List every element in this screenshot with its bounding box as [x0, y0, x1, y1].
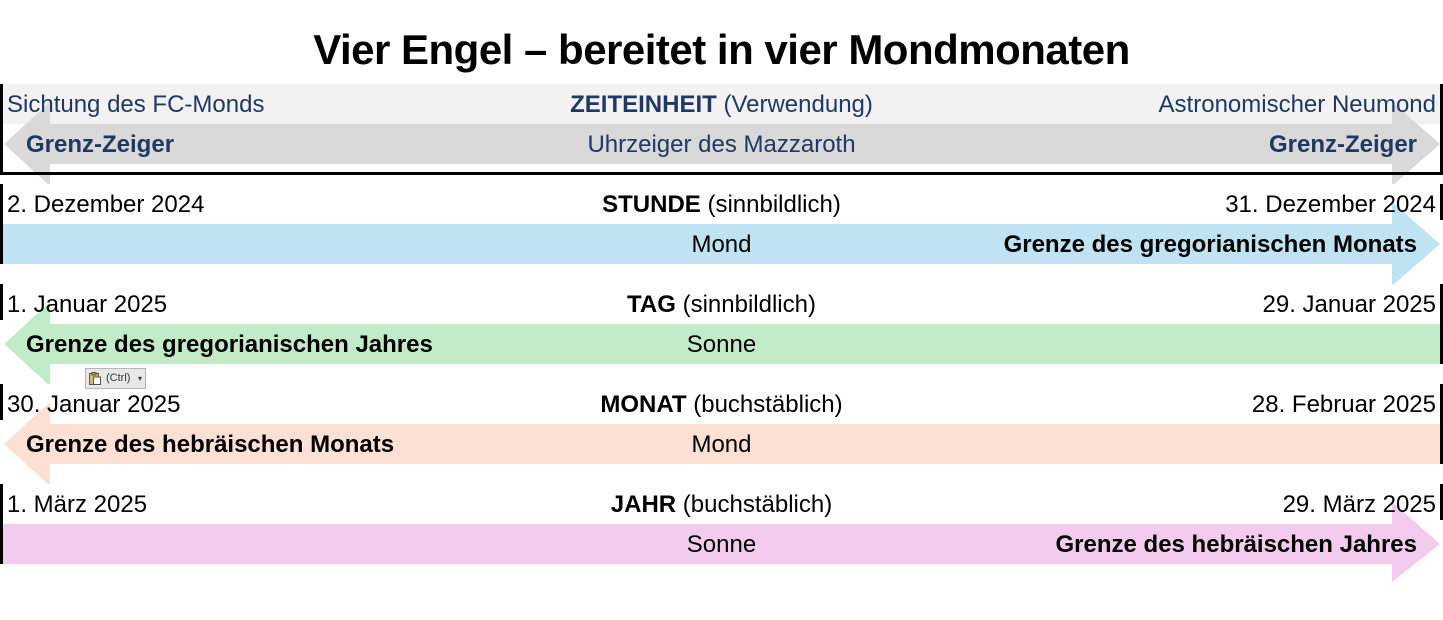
row-1-arrow — [0, 184, 1443, 284]
row-2-boundary: Grenze des gregorianischen Jahres — [26, 331, 433, 358]
header-center-top: ZEITEINHEIT (Verwendung) — [0, 91, 1443, 119]
row-2-unit: TAG (sinnbildlich) — [0, 291, 1443, 319]
row-1-usage: (sinnbildlich) — [700, 191, 841, 218]
header-right-top: Astronomischer Neumond — [1158, 91, 1436, 118]
row-2-usage: (sinnbildlich) — [675, 291, 816, 318]
header-double-arrow — [0, 84, 1443, 184]
row-4-boundary: Grenze des hebräischen Jahres — [1055, 531, 1418, 558]
row-2-arrow-shape — [4, 302, 1443, 384]
row-1-start-date: 2. Dezember 2024 — [7, 191, 205, 218]
row-1-left-border — [0, 184, 3, 264]
header-unit-label: ZEITEINHEIT — [570, 91, 717, 118]
row-4-unit: JAHR (buchstäblich) — [0, 491, 1443, 519]
row-2-unit-name: TAG — [627, 291, 676, 318]
header-right-border — [1440, 84, 1443, 174]
header-center-bottom: Uhrzeiger des Mazzaroth — [587, 131, 856, 158]
header-left-border — [0, 84, 3, 174]
header-bottom-rule — [0, 172, 1443, 175]
row-1-right-border — [1440, 184, 1443, 220]
row-3-body: Mond — [691, 431, 752, 458]
row-3-left-border — [0, 384, 3, 420]
clipboard-icon — [89, 372, 101, 385]
row-2-right-border — [1440, 284, 1443, 364]
row-2-arrow — [0, 284, 1443, 384]
row-3-arrow — [0, 384, 1443, 484]
row-3-usage: (buchstäblich) — [686, 391, 843, 418]
row-4-arrow-shape — [0, 502, 1440, 582]
row-2-left-border — [0, 284, 3, 320]
row-4-body: Sonne — [686, 531, 757, 558]
row-1-boundary: Grenze des gregorianischen Monats — [1003, 231, 1417, 258]
row-4-right-border — [1440, 484, 1443, 520]
row-2-end-date: 29. Januar 2025 — [1262, 291, 1436, 318]
row-3-unit: MONAT (buchstäblich) — [0, 391, 1443, 419]
row-3-right-border — [1440, 384, 1443, 464]
header-usage-label: (Verwendung) — [716, 91, 873, 118]
row-3-start-date: 30. Januar 2025 — [7, 391, 181, 418]
row-1-body: Mond — [691, 231, 752, 258]
paste-options-label: (Ctrl) — [106, 372, 131, 384]
row-3-arrow-shape — [4, 402, 1443, 484]
row-4-unit-name: JAHR — [610, 491, 677, 518]
row-4-left-border — [0, 484, 3, 564]
row-3-unit-name: MONAT — [600, 391, 687, 418]
row-4-end-date: 29. März 2025 — [1282, 491, 1436, 518]
row-4-start-date: 1. März 2025 — [7, 491, 148, 518]
row-1-arrow-shape — [0, 202, 1440, 284]
header-left-bottom: Grenz-Zeiger — [26, 131, 175, 158]
diagram-title: Vier Engel – bereitet in vier Mondmonate… — [313, 26, 1130, 73]
row-1-unit: STUNDE (sinnbildlich) — [0, 191, 1443, 219]
header-left-top: Sichtung des FC-Monds — [7, 91, 265, 118]
header-background — [0, 84, 1443, 124]
chevron-down-icon: ▾ — [138, 374, 143, 383]
row-1-end-date: 31. Dezember 2024 — [1225, 191, 1436, 218]
row-3-boundary: Grenze des hebräischen Monats — [26, 431, 395, 458]
row-3-end-date: 28. Februar 2025 — [1251, 391, 1436, 418]
paste-options-button[interactable]: (Ctrl) ▾ — [85, 368, 146, 389]
row-2-body: Sonne — [686, 331, 757, 358]
header-right-bottom: Grenz-Zeiger — [1268, 131, 1417, 158]
row-2-start-date: 1. Januar 2025 — [7, 291, 168, 318]
row-4-usage: (buchstäblich) — [676, 491, 833, 518]
row-1-unit-name: STUNDE — [602, 191, 701, 218]
header-arrow-shape — [4, 102, 1440, 184]
row-4-arrow — [0, 484, 1443, 584]
